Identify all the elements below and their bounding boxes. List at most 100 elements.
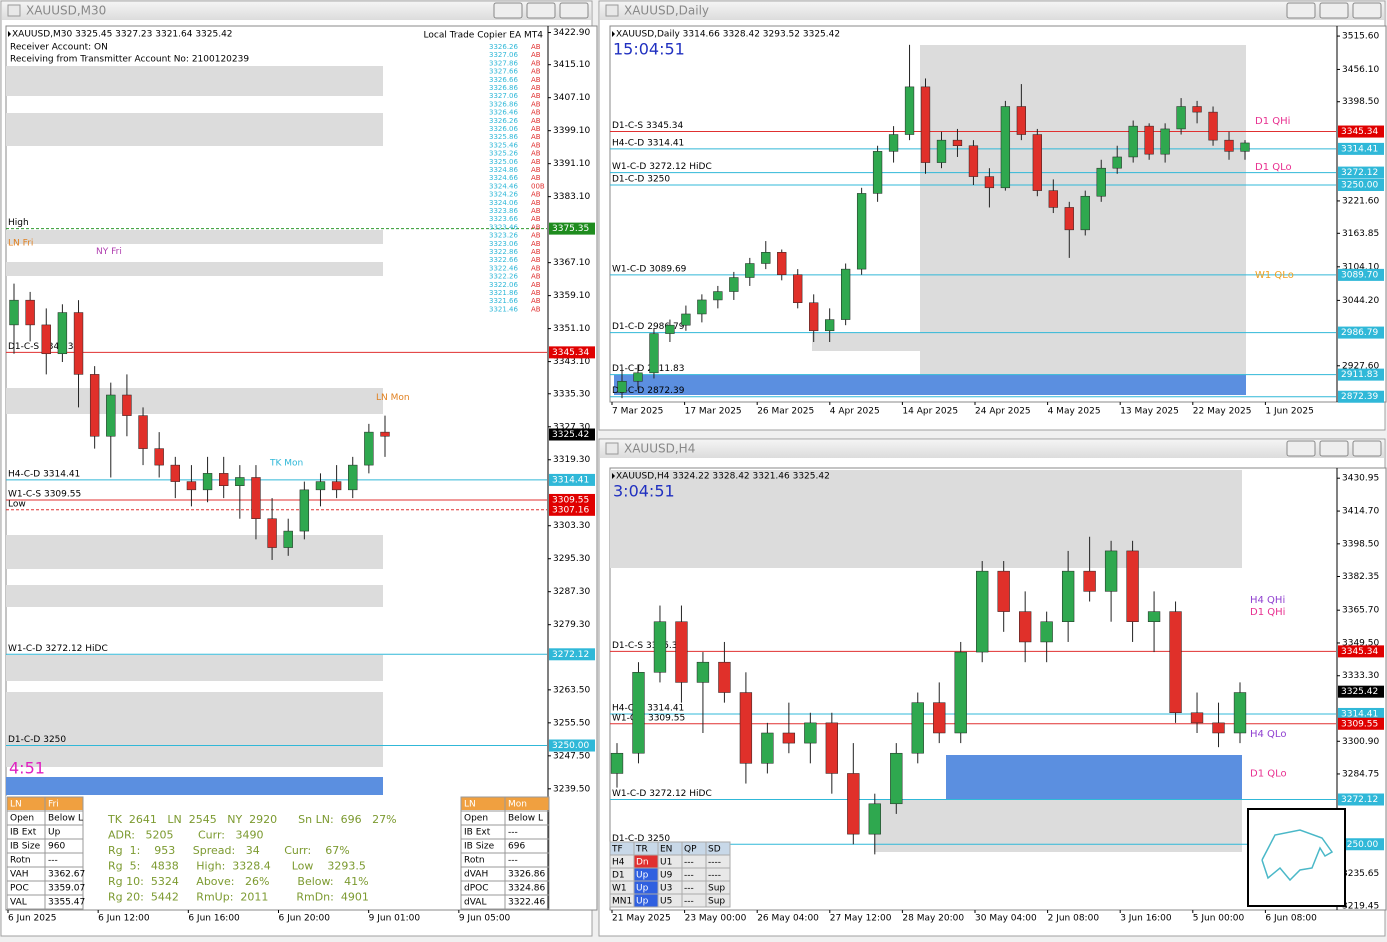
x-tick-label: 28 May 20:00 [902,914,964,924]
table-text: IB Ext [10,828,37,838]
price-tag-label: 2986.79 [1341,328,1378,338]
candle-body [825,722,838,774]
window-button[interactable] [1319,2,1349,19]
candle-body [267,518,277,548]
candle-body [984,176,995,189]
tf-text: Dn [636,858,649,868]
window-button[interactable] [1319,440,1349,457]
ladder-tag: AB [531,305,541,313]
candle-body [315,481,326,491]
y-tick-label: 3263.50 [553,685,590,695]
candle-body [299,489,310,532]
ladder-price: 3325.86 [489,133,518,141]
y-tick-label: 3343.10 [553,357,590,367]
candle-body [761,732,774,764]
level-label: Low [8,499,26,509]
title-bar [600,2,1384,20]
ladder-price: 3325.46 [489,141,518,149]
candle-body [1176,106,1186,130]
window-button[interactable] [526,2,556,19]
ladder-price: 3326.66 [489,76,518,84]
candle-body [170,464,180,482]
x-tick-label: 13 May 2025 [1120,407,1179,417]
candle-body [804,722,817,744]
tf-cell [705,893,731,908]
ladder-tag: AB [531,125,541,133]
table-text: IB Size [10,842,41,852]
y-tick-label: 2927.60 [1342,361,1379,371]
tf-text: W1 [612,884,627,894]
x-tick-label: 14 Apr 2025 [902,407,958,417]
x-tick-label: 21 May 2025 [612,914,671,924]
candle-body [186,481,197,491]
ladder-tag: AB [531,207,541,215]
title-bar [2,2,591,20]
candle-body [856,193,867,270]
candle-body [89,374,100,437]
table-text: Fri [48,800,59,810]
price-tag [1338,390,1384,403]
candle-body [1032,134,1042,191]
window-icon [605,442,619,455]
x-tick-label: 7 Mar 2025 [612,407,663,417]
level-label: H4-C-D 3314.41 [612,138,684,148]
candle-body [251,477,261,519]
ladder-price: 3327.66 [489,68,518,76]
ladder-tag: AB [531,223,541,231]
price-tag-label: 3250.00 [1341,840,1378,850]
window-button[interactable] [1286,2,1316,19]
ladder-tag: AB [531,51,541,59]
ladder-tag: AB [531,59,541,67]
table-text: 3326.86 [508,870,545,880]
ladder-tag: AB [531,297,541,305]
price-tag-label: 3089.70 [1341,270,1378,280]
table-text: 696 [508,842,525,852]
table-text: IB Ext [464,828,491,838]
ladder-price: 3325.06 [489,158,518,166]
y-tick-label: 3221.60 [1342,196,1379,206]
table-text: 3362.67 [48,870,85,880]
window-button[interactable] [1352,440,1382,457]
candle-body [761,252,771,264]
candle-body [718,661,731,693]
zone-label: H4 QHi [1250,595,1285,606]
session-label: LN Fri [8,239,33,249]
x-tick-label: 6 Jun 16:00 [188,914,240,924]
ladder-price: 3322.66 [489,256,518,264]
price-tag-label: 3375.35 [552,224,589,234]
window-button[interactable] [1286,440,1316,457]
price-tag [549,503,595,516]
price-tag [1338,707,1384,720]
candle-body [1224,139,1234,152]
level-label: W1-C-S 3309.55 [612,713,685,723]
tf-text: SD [708,845,721,855]
ladder-tag: AB [531,289,541,297]
price-tag [1338,125,1384,138]
window-button[interactable] [1352,2,1382,19]
y-tick-label: 3319.30 [553,455,590,465]
candle-body [872,151,883,194]
price-tag-label: 3314.41 [1341,709,1378,719]
price-tag [1338,717,1384,730]
tf-text: U1 [660,858,672,868]
window-button[interactable] [493,2,523,19]
table-cell [44,894,84,910]
ladder-tag: AB [531,174,541,182]
candle-body [1048,190,1058,208]
level-label: D1-C-D 3250 [612,175,670,185]
ladder-price: 3327.86 [489,59,518,67]
ladder-tag: AB [531,141,541,149]
level-label: D1-C-S 3345.34 [612,641,684,651]
x-tick-label: 6 Jun 20:00 [279,914,331,924]
ladder-tag: AB [531,43,541,51]
table-text: IB Size [464,842,495,852]
window-button[interactable] [559,2,589,19]
level-label: D1-C-D 2911.83 [612,364,684,374]
candle-body [1240,142,1250,152]
candle-body [1080,195,1090,231]
price-tag [549,473,595,486]
y-tick-label: 3163.85 [1342,229,1379,239]
candle-body [1190,712,1204,724]
header-arrow [612,31,615,37]
table-text: VAH [10,870,29,880]
